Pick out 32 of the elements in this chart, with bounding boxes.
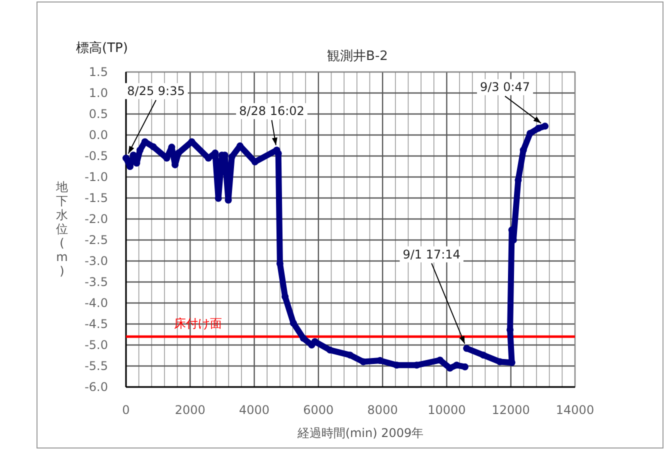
x-tick-label: 0 [122,403,130,417]
y-tick-label: -1.0 [84,170,108,184]
y-tick-label: -5.5 [84,359,108,373]
annotation: 8/25 9:35 [127,84,185,98]
y-axis-title: 地下水位(m) [55,180,68,278]
y-tick-label: -2.0 [84,212,108,226]
x-tick-label: 12000 [492,403,530,417]
x-tick-label: 4000 [239,403,270,417]
annotation: 9/3 0:47 [480,80,530,94]
y-tick-label: -1.5 [84,191,108,205]
annotation: 9/1 17:14 [402,247,460,262]
y-tick-label: 0.5 [88,107,108,121]
y-tick-label: -3.0 [84,254,108,268]
y-tick-label: -2.5 [84,233,108,247]
x-axis-title: 経過時間(min) 2009年 [296,426,424,440]
x-tick-label: 2000 [174,403,206,417]
x-tick-label: 14000 [556,403,594,417]
y-tick-label: 0.0 [88,128,108,142]
x-tick-label: 8000 [367,403,398,417]
y-tick-label: -5.0 [84,338,108,352]
y-tick-label: 1.0 [88,86,108,100]
y-tick-label: -3.5 [84,275,108,289]
x-tick-label: 6000 [303,403,334,417]
y-tick-label: 1.5 [88,65,108,79]
x-tick-label: 10000 [428,403,466,417]
chart-title: 観測井B-2 [327,49,388,64]
y-tick-label: -4.5 [84,317,108,331]
y-tick-label: -0.5 [84,149,108,163]
y-tick-label: -4.0 [84,296,108,310]
annotation: 8/28 16:02 [239,104,304,118]
text: 標高(TP) [76,40,128,56]
y-tick-label: -6.0 [84,380,108,394]
